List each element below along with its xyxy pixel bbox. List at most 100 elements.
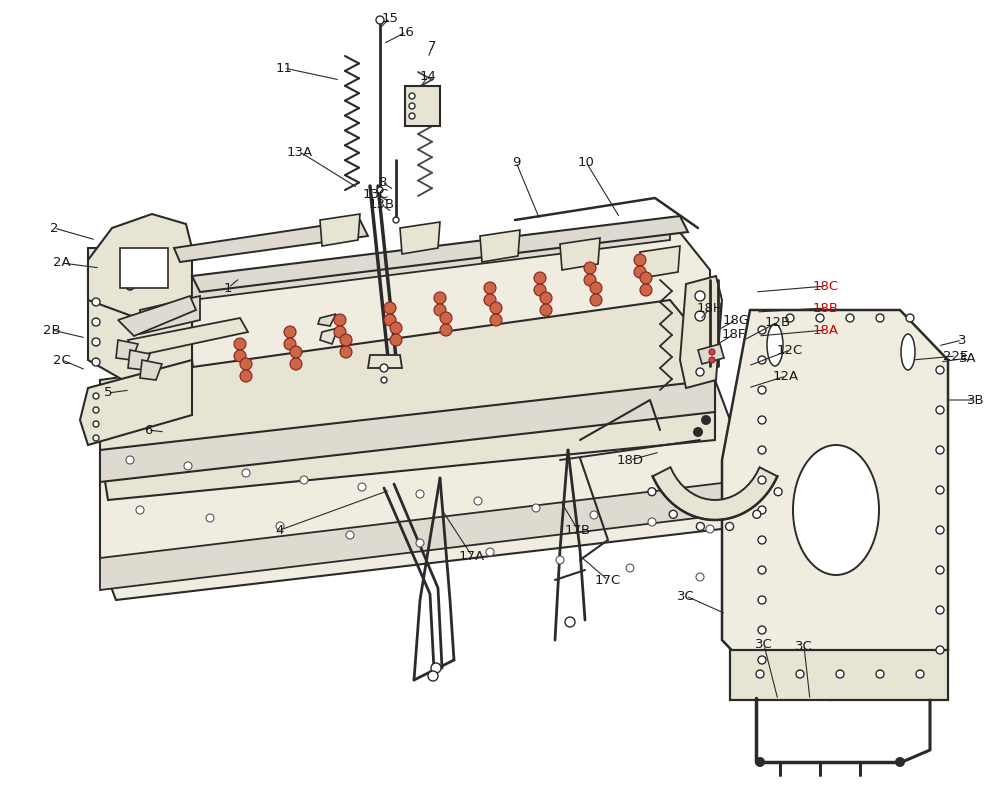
Text: 18C: 18C: [813, 280, 839, 293]
Polygon shape: [100, 300, 715, 500]
Text: 18B: 18B: [813, 302, 839, 315]
Circle shape: [726, 522, 734, 530]
Circle shape: [474, 497, 482, 505]
Text: 13C: 13C: [363, 187, 389, 200]
Circle shape: [758, 416, 766, 424]
Circle shape: [936, 406, 944, 414]
Circle shape: [384, 314, 396, 326]
Text: 3B: 3B: [967, 393, 985, 406]
Text: 3A: 3A: [959, 351, 977, 364]
Polygon shape: [140, 296, 200, 334]
Circle shape: [626, 564, 634, 572]
Circle shape: [234, 338, 246, 350]
Text: 16: 16: [398, 25, 414, 38]
Polygon shape: [192, 220, 670, 300]
Circle shape: [706, 525, 714, 533]
Circle shape: [756, 670, 764, 678]
Circle shape: [416, 490, 424, 498]
Circle shape: [936, 646, 944, 654]
Polygon shape: [320, 214, 360, 246]
Circle shape: [669, 510, 677, 518]
Circle shape: [440, 312, 452, 324]
Polygon shape: [80, 360, 192, 445]
Polygon shape: [560, 238, 600, 270]
Ellipse shape: [793, 445, 879, 575]
Circle shape: [346, 531, 354, 539]
Circle shape: [758, 656, 766, 664]
Text: 14: 14: [420, 70, 436, 83]
Circle shape: [693, 427, 703, 437]
Circle shape: [434, 304, 446, 316]
Text: 2C: 2C: [53, 354, 71, 367]
Circle shape: [590, 511, 598, 519]
Circle shape: [936, 486, 944, 494]
Circle shape: [358, 483, 366, 491]
Circle shape: [786, 314, 794, 322]
Circle shape: [136, 506, 144, 514]
Circle shape: [758, 356, 766, 364]
Circle shape: [836, 670, 844, 678]
Ellipse shape: [242, 331, 758, 530]
Ellipse shape: [901, 334, 915, 370]
Circle shape: [758, 326, 766, 334]
Circle shape: [532, 504, 540, 512]
Circle shape: [93, 435, 99, 441]
Circle shape: [709, 357, 715, 363]
Text: 11: 11: [276, 62, 292, 75]
Circle shape: [590, 282, 602, 294]
Circle shape: [556, 556, 564, 564]
Circle shape: [380, 364, 388, 372]
Circle shape: [758, 446, 766, 454]
Text: 18A: 18A: [813, 324, 839, 337]
Polygon shape: [192, 216, 688, 292]
Polygon shape: [730, 650, 948, 700]
Circle shape: [93, 393, 99, 399]
Circle shape: [393, 217, 399, 223]
Circle shape: [936, 566, 944, 574]
Text: 12A: 12A: [773, 370, 799, 383]
Circle shape: [284, 326, 296, 338]
Text: 18D: 18D: [616, 453, 644, 466]
Circle shape: [93, 407, 99, 413]
Text: 10: 10: [578, 156, 594, 169]
Polygon shape: [128, 318, 248, 356]
Circle shape: [648, 487, 656, 496]
Polygon shape: [100, 380, 730, 600]
Text: 2: 2: [50, 221, 58, 234]
Polygon shape: [368, 355, 402, 368]
Circle shape: [916, 670, 924, 678]
Text: 17B: 17B: [565, 523, 591, 537]
Text: 6: 6: [144, 423, 152, 436]
Polygon shape: [174, 220, 368, 262]
Circle shape: [758, 476, 766, 484]
Polygon shape: [100, 482, 730, 590]
Circle shape: [758, 536, 766, 544]
Text: 1: 1: [224, 281, 232, 294]
Circle shape: [876, 314, 884, 322]
Circle shape: [846, 314, 854, 322]
Circle shape: [428, 671, 438, 681]
Polygon shape: [118, 296, 196, 336]
Text: 17C: 17C: [595, 573, 621, 586]
Circle shape: [240, 370, 252, 382]
Text: 5: 5: [104, 387, 112, 400]
Circle shape: [390, 334, 402, 346]
Circle shape: [590, 294, 602, 306]
Polygon shape: [405, 86, 440, 126]
Circle shape: [758, 386, 766, 394]
Polygon shape: [88, 214, 192, 322]
Circle shape: [416, 539, 424, 547]
Circle shape: [440, 324, 452, 336]
Polygon shape: [88, 248, 192, 300]
Circle shape: [92, 318, 100, 326]
Circle shape: [696, 522, 704, 530]
Circle shape: [774, 487, 782, 496]
Circle shape: [276, 522, 284, 530]
Circle shape: [584, 262, 596, 274]
Polygon shape: [116, 340, 138, 360]
Circle shape: [895, 757, 905, 767]
Circle shape: [490, 302, 502, 314]
Polygon shape: [192, 220, 710, 420]
Circle shape: [384, 302, 396, 314]
Polygon shape: [480, 230, 520, 262]
